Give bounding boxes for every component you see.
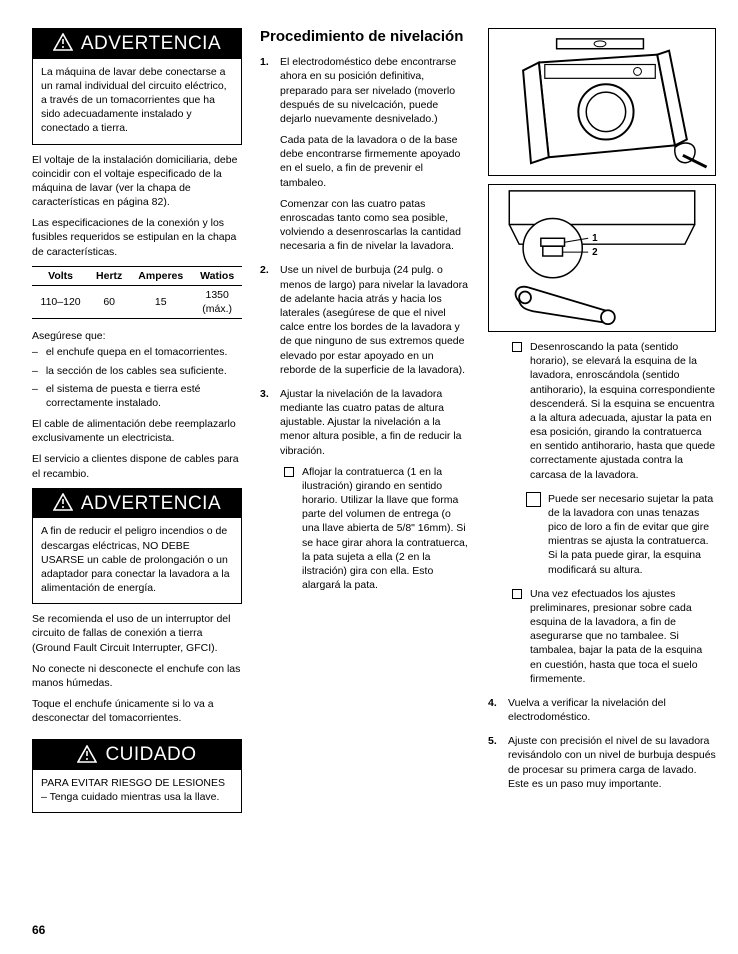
warning-box-1: ADVERTENCIA La máquina de lavar debe con… xyxy=(32,28,242,145)
table-header: Volts xyxy=(32,266,89,285)
cable-paragraph: El cable de alimentación debe reemplazar… xyxy=(32,417,242,445)
warning-triangle-icon xyxy=(53,33,73,54)
warning-title: ADVERTENCIA xyxy=(81,491,221,517)
specs-paragraph: Las especificaciones de la conexión y lo… xyxy=(32,216,242,259)
step-text: Vuelva a verificar la nivelación del ele… xyxy=(508,697,666,723)
warning-header: ADVERTENCIA xyxy=(33,29,241,59)
step-text: Use un nivel de burbuja (24 pulg. o meno… xyxy=(280,263,470,376)
table-cell: 110–120 xyxy=(32,285,89,318)
table-header: Watios xyxy=(192,266,242,285)
specs-table: Volts Hertz Amperes Watios 110–120 60 15… xyxy=(32,266,242,320)
step-text: Ajustar la nivelación de la lavadora med… xyxy=(280,387,470,458)
col3-sq-list: Desenroscando la pata (sentido horario),… xyxy=(488,340,716,482)
step-5: 5. Ajuste con precisión el nivel de su l… xyxy=(488,734,716,791)
caution-header: CUIDADO xyxy=(33,740,241,770)
ensure-list: el enchufe quepa en el tomacorrientes. l… xyxy=(32,345,242,410)
warning-triangle-icon xyxy=(53,493,73,514)
procedure-list-cont: 4. Vuelva a verificar la nivelación del … xyxy=(488,696,716,791)
step-text: El electrodoméstico debe encontrarse aho… xyxy=(280,55,470,126)
plug-paragraph: Toque el enchufe únicamente si lo va a d… xyxy=(32,697,242,725)
caution-body: PARA EVITAR RIESGO DE LESIONES – Tenga c… xyxy=(33,770,241,812)
washer-figure xyxy=(488,28,716,176)
caution-box: CUIDADO PARA EVITAR RIESGO DE LESIONES –… xyxy=(32,739,242,813)
warning-triangle-icon xyxy=(77,745,97,766)
section-heading: Procedimiento de nivelación xyxy=(260,28,470,45)
svg-text:2: 2 xyxy=(592,247,598,258)
sq-item: Puede ser necesario sujetar la pata de l… xyxy=(526,492,716,577)
procedure-list: 1. El electrodoméstico debe encontrarse … xyxy=(260,55,470,592)
wet-hands-paragraph: No conecte ni desconecte el enchufe con … xyxy=(32,662,242,690)
step-1: 1. El electrodoméstico debe encontrarse … xyxy=(260,55,470,253)
warning-title: ADVERTENCIA xyxy=(81,31,221,57)
table-cell: 1350(máx.) xyxy=(192,285,242,318)
caution-title: CUIDADO xyxy=(105,742,196,768)
col3-sq-list-big: Puede ser necesario sujetar la pata de l… xyxy=(488,492,716,577)
warning-body: A fin de reducir el peligro incendios o … xyxy=(33,518,241,603)
table-cell: 15 xyxy=(129,285,192,318)
step-4: 4. Vuelva a verificar la nivelación del … xyxy=(488,696,716,724)
step-text: Cada pata de la lavadora o de la base de… xyxy=(280,133,470,190)
sq-item: Una vez efectuados los ajustes prelimina… xyxy=(508,587,716,686)
list-item: el enchufe quepa en el tomacorrientes. xyxy=(32,345,242,359)
table-header: Hertz xyxy=(89,266,129,285)
table-header: Amperes xyxy=(129,266,192,285)
step-2: 2. Use un nivel de burbuja (24 pulg. o m… xyxy=(260,263,470,376)
step-text: Ajuste con precisión el nivel de su lava… xyxy=(508,735,716,790)
table-cell: 60 xyxy=(89,285,129,318)
substep-list: Aflojar la contratuerca (1 en la ilustra… xyxy=(280,465,470,593)
step-3: 3. Ajustar la nivelación de la lavadora … xyxy=(260,387,470,592)
step-text: Comenzar con las cuatro patas enroscadas… xyxy=(280,197,470,254)
gfci-paragraph: Se recomienda el uso de un interruptor d… xyxy=(32,612,242,655)
ensure-label: Asegúrese que: xyxy=(32,329,242,343)
page-number: 66 xyxy=(32,922,45,938)
svg-text:1: 1 xyxy=(592,233,598,244)
list-item: la sección de los cables sea suficiente. xyxy=(32,364,242,378)
foot-detail-figure: 1 2 xyxy=(488,184,716,332)
voltage-paragraph: El voltaje de la instalación domiciliari… xyxy=(32,153,242,210)
sq-item: Desenroscando la pata (sentido horario),… xyxy=(508,340,716,482)
substep: Aflojar la contratuerca (1 en la ilustra… xyxy=(280,465,470,593)
col3-sq-list: Una vez efectuados los ajustes prelimina… xyxy=(488,587,716,686)
warning-header: ADVERTENCIA xyxy=(33,489,241,519)
service-paragraph: El servicio a clientes dispone de cables… xyxy=(32,452,242,480)
list-item: el sistema de puesta e tierra esté corre… xyxy=(32,382,242,410)
warning-box-2: ADVERTENCIA A fin de reducir el peligro … xyxy=(32,488,242,605)
warning-body: La máquina de lavar debe conectarse a un… xyxy=(33,59,241,144)
